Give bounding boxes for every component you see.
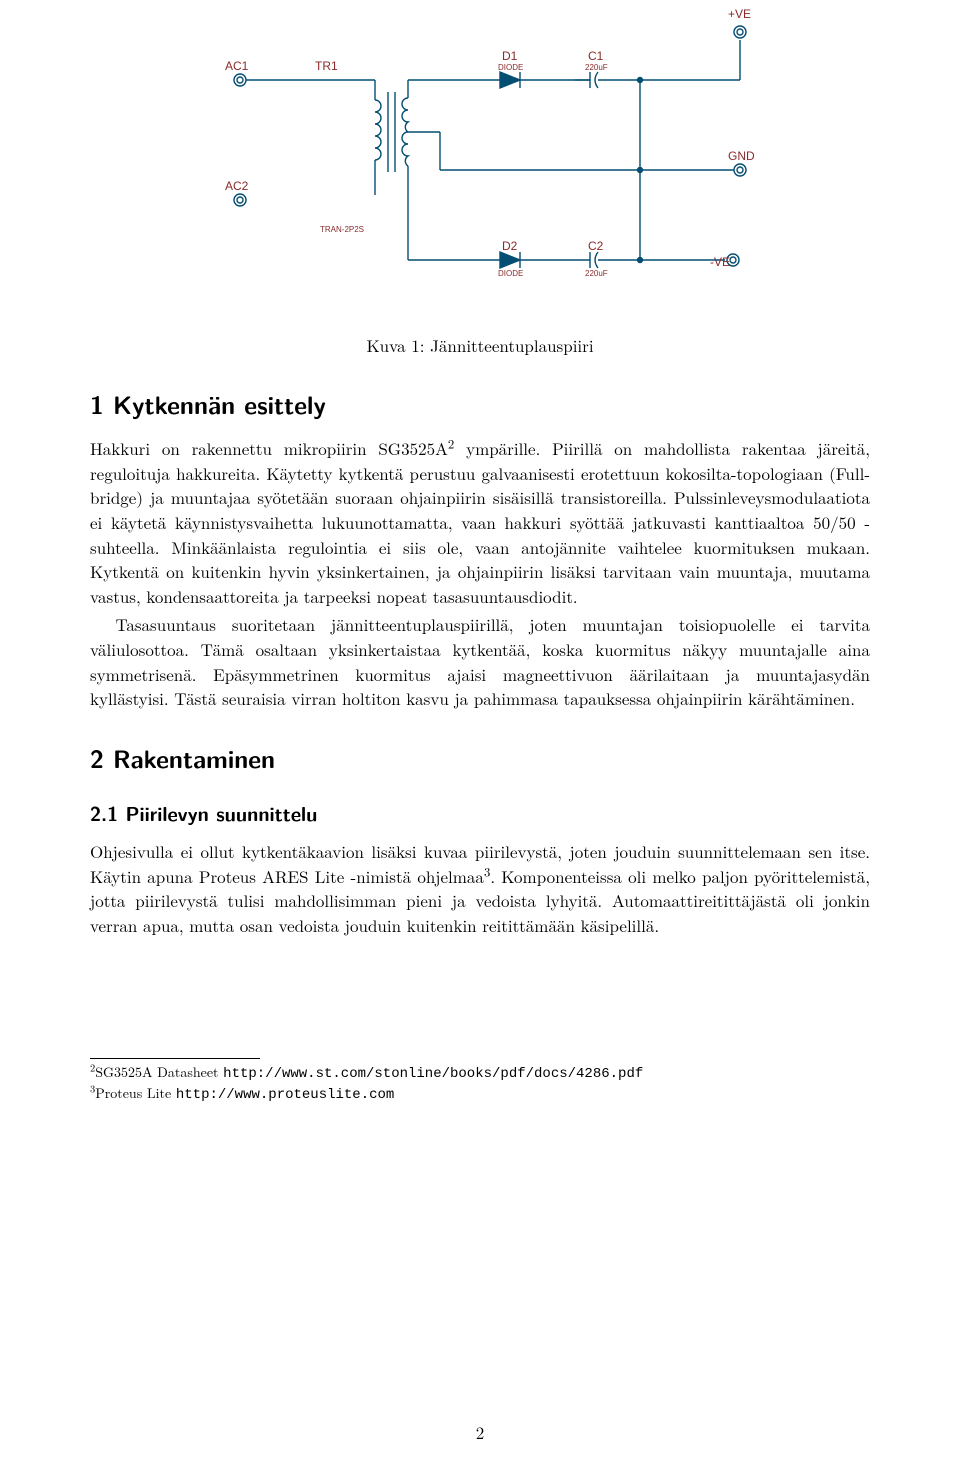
figure-caption: Kuva 1: Jännitteentuplauspiiri: [90, 333, 870, 357]
section-2-num: 2: [90, 741, 104, 776]
footnote-2-url: http://www.st.com/stonline/books/pdf/doc…: [223, 1066, 643, 1082]
label-c1: C1: [588, 49, 604, 63]
label-d2-part: DIODE: [498, 269, 523, 278]
footnote-2-text: SG3525A Datasheet: [95, 1062, 223, 1082]
label-d1: D1: [502, 49, 518, 63]
section-2-heading: 2 Rakentaminen: [90, 741, 870, 776]
page-number: 2: [0, 1420, 960, 1444]
section-1-title: Kytkennän esittely: [113, 387, 326, 422]
label-c2-val: 220uF: [585, 269, 608, 278]
footnote-rule: [90, 1058, 260, 1059]
section-2-title: Rakentaminen: [113, 741, 275, 776]
section-1-p1b: ympärille. Piirillä on mahdollista raken…: [90, 436, 870, 608]
section-1-heading: 1 Kytkennän esittely: [90, 387, 870, 422]
subsection-2-1-para-1: Ohjesivulla ei ollut kytkentäkaavion lis…: [90, 839, 870, 938]
label-pos: +VE: [728, 7, 751, 21]
label-tr1-part: TRAN-2P2S: [320, 225, 364, 234]
section-1-num: 1: [90, 387, 104, 422]
label-gnd: GND: [728, 149, 755, 163]
label-neg: -VE: [710, 255, 730, 269]
subsection-2-1-heading: 2.1 Piirilevyn suunnittelu: [90, 798, 870, 827]
footnote-3-url: http://www.proteuslite.com: [176, 1087, 394, 1103]
footnote-3-text: Proteus Lite: [95, 1083, 176, 1103]
footnote-2: 2SG3525A Datasheet http://www.st.com/sto…: [90, 1063, 870, 1084]
section-1-para-1: Hakkuri on rakennettu mikropiirin SG3525…: [90, 436, 870, 608]
label-c1-val: 220uF: [585, 63, 608, 72]
label-tr1: TR1: [315, 59, 338, 73]
subsection-2-1-num: 2.1: [90, 798, 118, 827]
footnote-3: 3Proteus Lite http://www.proteuslite.com: [90, 1084, 870, 1105]
section-1-p1a: Hakkuri on rakennettu mikropiirin SG3525…: [90, 436, 448, 460]
figure-1: AC1 AC2 TR1 TRAN-2P2S D1 DIODE C1 220uF …: [90, 0, 870, 357]
label-c2: C2: [588, 239, 604, 253]
label-d1-part: DIODE: [498, 63, 523, 72]
label-ac2: AC2: [225, 179, 249, 193]
circuit-schematic: AC1 AC2 TR1 TRAN-2P2S D1 DIODE C1 220uF …: [170, 0, 790, 310]
label-d2: D2: [502, 239, 518, 253]
section-1-para-2: Tasasuuntaus suoritetaan jännitteentupla…: [90, 612, 870, 711]
subsection-2-1-title: Piirilevyn suunnittelu: [125, 798, 317, 827]
label-ac1: AC1: [225, 59, 249, 73]
